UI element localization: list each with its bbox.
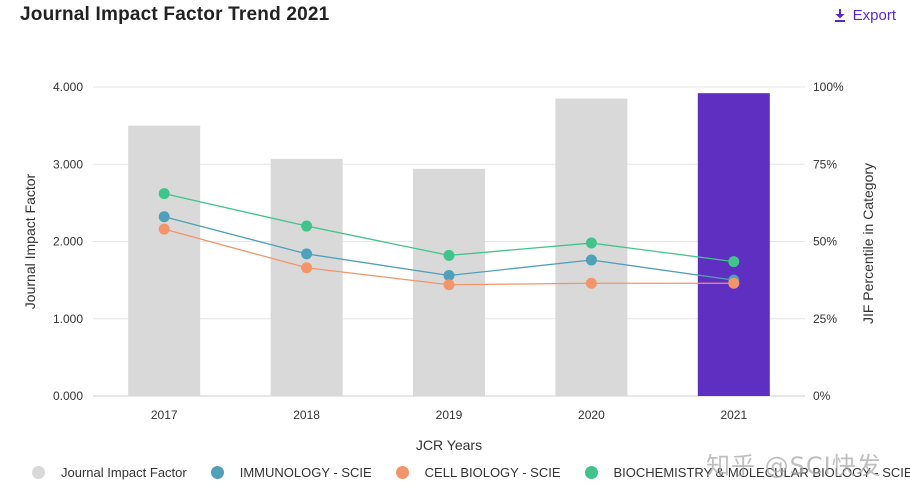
legend-swatch xyxy=(32,466,45,479)
point-biochemistry-2019 xyxy=(443,249,455,261)
chart-legend: Journal Impact Factor IMMUNOLOGY - SCIE … xyxy=(32,465,910,480)
point-cell-biology-2018 xyxy=(301,262,313,274)
legend-swatch xyxy=(210,466,224,479)
legend-item-immunology[interactable]: IMMUNOLOGY - SCIE xyxy=(210,465,372,480)
y-tick-label: 2.000 xyxy=(53,235,83,249)
point-immunology-2020 xyxy=(585,254,597,266)
legend-label: IMMUNOLOGY - SCIE xyxy=(239,465,372,480)
y-right-axis-title: JIF Percentile in Category xyxy=(860,163,876,324)
x-axis-title: JCR Years xyxy=(416,437,482,453)
y-tick-label: 4.000 xyxy=(53,80,83,94)
y-tick-label: 3.000 xyxy=(53,157,83,171)
bar-2017 xyxy=(128,125,201,396)
point-cell-biology-2021 xyxy=(728,277,740,289)
x-tick-label: 2020 xyxy=(578,408,605,422)
y-tick-label: 1.000 xyxy=(53,312,83,326)
point-biochemistry-2020 xyxy=(585,237,597,249)
x-tick-label: 2017 xyxy=(151,408,178,422)
x-tick-label: 2021 xyxy=(720,408,747,422)
bar-2021 xyxy=(697,93,770,397)
point-biochemistry-2021 xyxy=(728,256,740,268)
legend-label: BIOCHEMISTRY & MOLECULAR BIOLOGY - SCIE xyxy=(613,465,910,480)
x-tick-label: 2018 xyxy=(293,408,320,422)
point-immunology-2018 xyxy=(301,248,313,260)
impact-factor-chart: 0.000 0% 1.000 25% 2.000 50% 3.000 75% 4.000 100%… xyxy=(22,80,876,453)
point-cell-biology-2019 xyxy=(443,279,455,291)
y-axis-title: Journal Impact Factor xyxy=(22,173,38,309)
export-label: Export xyxy=(852,7,896,24)
legend-item-cell-biology[interactable]: CELL BIOLOGY - SCIE xyxy=(395,465,561,480)
y-right-tick-label: 50% xyxy=(813,235,837,249)
y-right-tick-label: 100% xyxy=(813,80,844,94)
point-immunology-2019 xyxy=(443,269,455,281)
y-tick-label: 0.000 xyxy=(53,389,83,403)
download-icon xyxy=(834,9,846,22)
point-cell-biology-2017 xyxy=(158,223,170,235)
y-right-tick-label: 25% xyxy=(813,312,837,326)
y-right-tick-label: 0% xyxy=(813,389,831,403)
legend-item-biochemistry[interactable]: BIOCHEMISTRY & MOLECULAR BIOLOGY - SCIE xyxy=(584,465,910,480)
point-biochemistry-2018 xyxy=(301,220,313,232)
point-biochemistry-2017 xyxy=(158,188,170,200)
point-immunology-2017 xyxy=(158,211,170,223)
legend-swatch xyxy=(395,466,409,479)
chart-title: Journal Impact Factor Trend 2021 xyxy=(20,4,330,25)
legend-swatch xyxy=(584,466,598,479)
legend-label: CELL BIOLOGY - SCIE xyxy=(424,465,561,480)
legend-item-jif[interactable]: Journal Impact Factor xyxy=(32,465,187,480)
watermark: 知乎 @SCI快发 xyxy=(706,452,882,480)
export-button[interactable]: Export xyxy=(834,7,896,24)
legend-label: Journal Impact Factor xyxy=(61,465,187,480)
point-cell-biology-2020 xyxy=(585,277,597,289)
y-right-tick-label: 75% xyxy=(813,157,837,171)
bar-2018 xyxy=(270,158,343,396)
x-tick-label: 2019 xyxy=(436,408,463,422)
